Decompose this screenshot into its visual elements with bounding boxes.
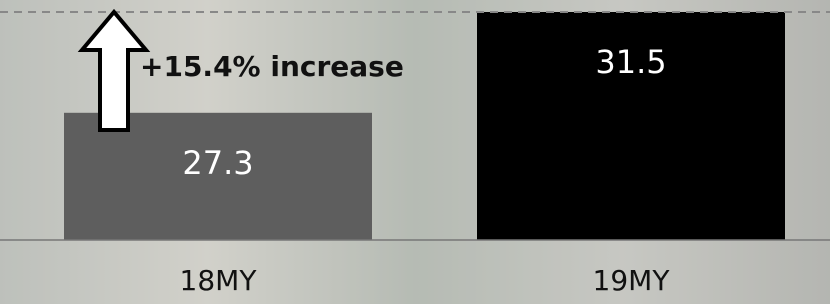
x-tick-label: 19MY xyxy=(593,264,671,297)
x-tick-label: 18MY xyxy=(180,264,258,297)
value-label: 31.5 xyxy=(595,43,666,81)
page: 27.318MY31.519MY+15.4% increase (() => {… xyxy=(0,0,830,304)
value-label: 27.3 xyxy=(182,144,253,182)
annotation: +15.4% increase xyxy=(140,50,404,83)
chart: 27.3 18MY 31.5 19MY +15.4% increase xyxy=(0,0,830,304)
